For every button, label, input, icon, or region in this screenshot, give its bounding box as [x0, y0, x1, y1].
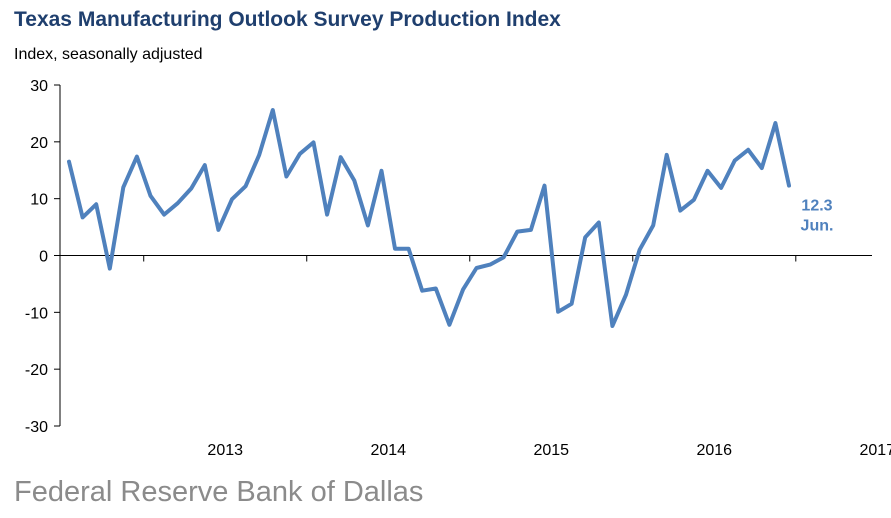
y-tick-label: -20 [25, 362, 48, 379]
footer-credit: Federal Reserve Bank of Dallas [14, 476, 424, 508]
y-tick-label: 0 [39, 249, 48, 266]
x-tick-label: 2013 [207, 442, 243, 459]
y-axis-label: Index, seasonally adjusted [14, 46, 203, 63]
y-tick-label: 30 [30, 78, 48, 95]
x-tick-label: 2016 [696, 442, 732, 459]
y-tick-label: -10 [25, 305, 48, 322]
last-value-annotation: 12.3 [801, 198, 832, 215]
x-tick-label: 2015 [533, 442, 569, 459]
chart-axes: 30 20 10 0 -10 -20 -30 2013 2014 2015 2016 2017 [25, 78, 891, 459]
chart-title: Texas Manufacturing Outlook Survey Produ… [14, 8, 561, 31]
y-tick-label: -30 [25, 419, 48, 436]
series-layer [67, 108, 791, 328]
y-tick-label: 20 [30, 135, 48, 152]
x-tick-label: 2017 [860, 442, 891, 459]
x-tick-label: 2014 [370, 442, 406, 459]
y-tick-label: 10 [30, 192, 48, 209]
series-line [67, 108, 791, 328]
annotation-layer: 12.3 Jun. [801, 198, 834, 235]
last-month-annotation: Jun. [801, 218, 834, 235]
